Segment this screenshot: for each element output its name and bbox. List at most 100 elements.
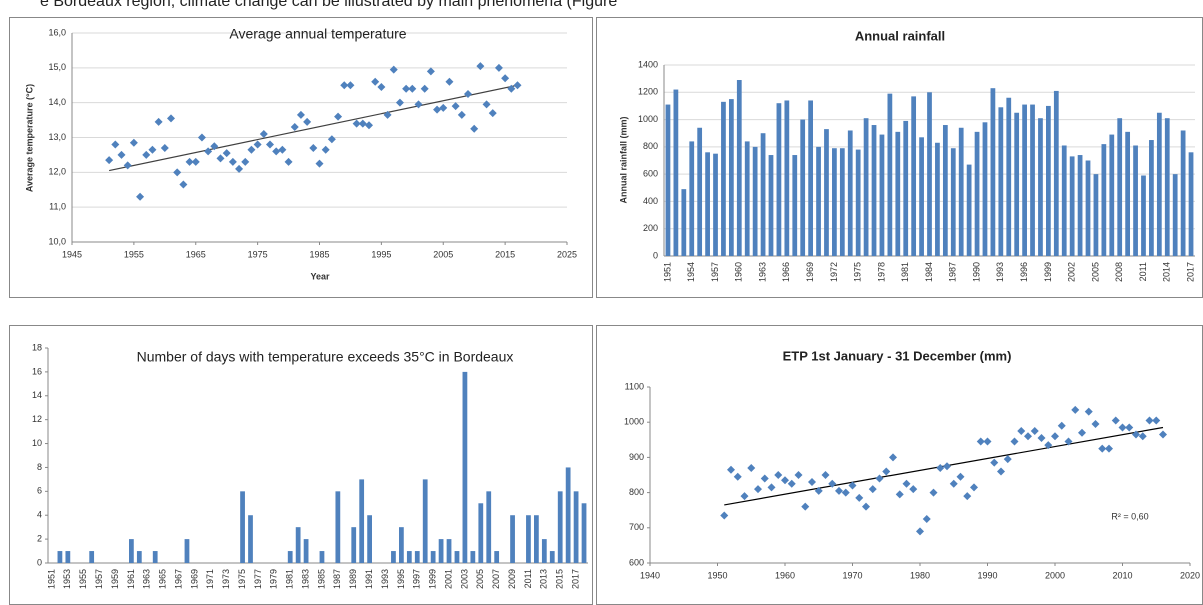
bar <box>721 101 726 256</box>
bar <box>430 551 436 563</box>
point <box>828 479 837 488</box>
x-tick-label: 1981 <box>900 262 910 282</box>
point <box>997 467 1005 476</box>
bar <box>760 133 766 256</box>
bar <box>1117 118 1123 256</box>
bar <box>879 134 885 256</box>
point <box>909 485 918 494</box>
point <box>167 114 175 123</box>
x-tick-label: 1945 <box>62 249 82 259</box>
bar <box>1038 118 1043 256</box>
x-tick-label: 1979 <box>269 569 279 589</box>
point <box>787 479 796 488</box>
point <box>445 77 454 86</box>
point <box>464 89 472 98</box>
x-tick-label: 1969 <box>189 569 199 589</box>
bar <box>776 103 782 256</box>
point <box>197 133 206 142</box>
point <box>259 130 268 139</box>
bar <box>1069 156 1075 256</box>
bar <box>697 127 703 256</box>
bar <box>422 479 428 563</box>
x-tick-label: 1955 <box>78 569 88 589</box>
point <box>1138 432 1147 441</box>
x-tick-label: 2001 <box>443 569 453 589</box>
point <box>1057 421 1066 430</box>
y-tick-label: 0 <box>653 250 658 260</box>
point <box>1030 427 1039 435</box>
y-axis-label: Annual rainfall (mm) <box>618 116 628 203</box>
x-tick-label: 1954 <box>686 262 696 282</box>
y-tick-label: 8 <box>37 462 42 472</box>
bar <box>958 127 964 256</box>
point <box>916 527 924 536</box>
bar <box>1022 104 1027 256</box>
bar <box>689 141 695 256</box>
bar <box>510 515 515 563</box>
bar <box>1180 130 1186 256</box>
x-tick-label: 1991 <box>364 569 374 589</box>
bar <box>406 551 412 563</box>
bar <box>184 539 190 563</box>
bar <box>414 551 420 563</box>
point <box>315 159 324 168</box>
trendline <box>109 84 518 172</box>
x-tick-label: 1993 <box>380 569 390 589</box>
point <box>733 472 742 481</box>
point <box>956 472 965 481</box>
point <box>111 140 120 149</box>
point <box>801 502 810 511</box>
x-tick-label: 1969 <box>805 262 815 282</box>
bar <box>573 491 579 563</box>
point <box>882 467 891 476</box>
point <box>821 471 830 479</box>
point <box>160 143 169 152</box>
point <box>476 62 485 71</box>
x-tick-label: 1960 <box>775 570 795 580</box>
x-tick-label: 1996 <box>1019 262 1029 282</box>
bar <box>486 491 492 563</box>
annotation: R² = 0,60 <box>1111 511 1148 521</box>
bar <box>335 491 341 563</box>
bar <box>855 149 861 256</box>
y-tick-label: 14 <box>32 390 42 400</box>
bar <box>713 153 718 256</box>
point <box>494 63 503 72</box>
x-tick-label: 2003 <box>459 569 469 589</box>
bar <box>974 131 980 256</box>
point <box>352 119 361 128</box>
point <box>740 492 749 501</box>
bar <box>673 89 679 256</box>
point <box>266 140 274 149</box>
point <box>426 67 435 76</box>
point <box>136 192 145 201</box>
x-tick-label: 2020 <box>1180 570 1200 580</box>
x-tick-label: 2017 <box>1185 262 1195 282</box>
point <box>1091 419 1100 428</box>
point <box>1125 423 1134 432</box>
bar <box>534 515 539 563</box>
point <box>862 502 870 511</box>
x-tick-label: 2010 <box>1112 570 1132 580</box>
bar <box>982 122 988 256</box>
bar <box>927 92 932 257</box>
bar <box>1156 112 1162 256</box>
y-tick-label: 1200 <box>638 87 658 97</box>
point <box>414 100 423 109</box>
point <box>1078 428 1086 437</box>
point <box>420 84 429 93</box>
x-tick-label: 1978 <box>876 262 886 282</box>
point <box>970 483 978 492</box>
point <box>340 81 349 90</box>
bar <box>935 142 940 256</box>
bar <box>744 141 750 256</box>
x-tick-label: 1957 <box>94 569 104 589</box>
bar <box>1172 174 1178 256</box>
x-tick-label: 1987 <box>948 262 958 282</box>
x-tick-label: 2015 <box>555 569 565 589</box>
x-tick-label: 1965 <box>158 569 168 589</box>
point <box>358 119 367 128</box>
bar <box>526 515 531 563</box>
bar <box>319 551 325 563</box>
bar <box>565 467 571 563</box>
